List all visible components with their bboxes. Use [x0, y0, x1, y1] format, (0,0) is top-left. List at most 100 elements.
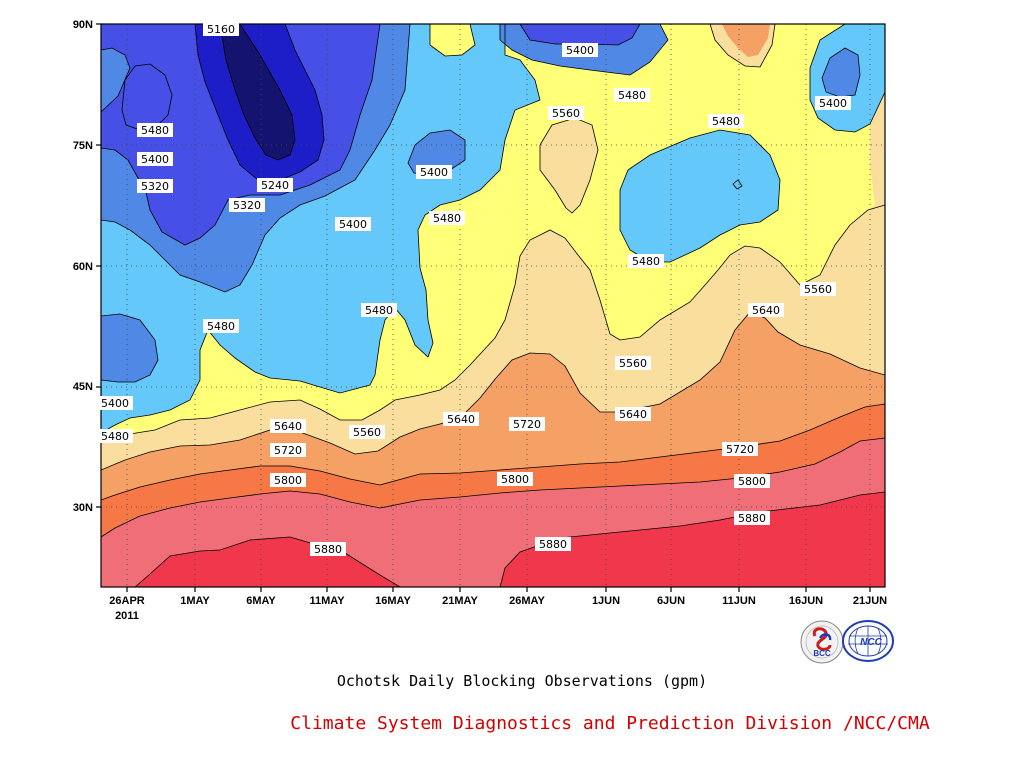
x-tick-label: 26APR — [109, 595, 145, 607]
axis-ticks — [96, 23, 871, 592]
contour-label-box — [270, 473, 306, 487]
contour-label-box — [203, 319, 239, 333]
x-tick-label: 6JUN — [657, 595, 685, 607]
contour-label: 5720 — [270, 443, 306, 457]
contour-label-text: 5240 — [261, 179, 289, 192]
contour-label: 5480 — [203, 319, 239, 333]
contour-label-box — [535, 537, 571, 551]
contour-label-text: 5400 — [566, 44, 594, 57]
y-tick-label: 60N — [73, 261, 93, 273]
contour-label-box — [97, 396, 133, 410]
x-tick-label: 16JUN — [789, 595, 823, 607]
bcc-logo: BCC — [800, 620, 844, 664]
chart-credit: Climate System Diagnostics and Predictio… — [290, 713, 930, 734]
contour-line-small-loop — [732, 179, 743, 190]
contour-label: 5480 — [708, 114, 744, 128]
contour-label-box — [137, 123, 173, 137]
contour-label: 5320 — [137, 179, 173, 193]
contour-label-box — [815, 96, 851, 110]
contour-line-5800 — [101, 437, 885, 538]
contour-line-5480-island-b — [121, 63, 173, 131]
contour-label-box — [509, 417, 545, 431]
contour-label: 5640 — [270, 419, 306, 433]
contour-label-text: 5400 — [101, 397, 129, 410]
contour-label: 5480 — [97, 429, 133, 443]
contour-label-text: 5560 — [552, 107, 580, 120]
contour-label-text: 5720 — [726, 443, 754, 456]
contour-label-text: 5320 — [141, 180, 169, 193]
contour-label-text: 5400 — [420, 166, 448, 179]
contour-label-box — [734, 474, 770, 488]
contour-label-box — [734, 511, 770, 525]
contour-label-box — [137, 179, 173, 193]
contour-label-box — [615, 356, 651, 370]
contour-label-box — [615, 407, 651, 421]
contour-label-text: 5320 — [233, 199, 261, 212]
fill-5640-island-north — [722, 24, 770, 57]
contour-label-box — [614, 88, 650, 102]
ncc-logo: NCC — [842, 620, 894, 662]
contour-label: 5640 — [748, 303, 784, 317]
contour-label-box — [416, 165, 452, 179]
contour-line-5400 — [101, 24, 411, 293]
contour-line-5320 — [101, 24, 381, 246]
contour-label: 5480 — [628, 254, 664, 268]
contour-label: 5400 — [416, 165, 452, 179]
contour-label-box — [497, 472, 533, 486]
y-tick-label: 75N — [73, 140, 93, 152]
contour-label-box — [137, 152, 173, 166]
contour-label-box — [335, 217, 371, 231]
x-year-label: 2011 — [115, 610, 139, 622]
contour-label-box — [748, 303, 784, 317]
contour-label: 5880 — [310, 542, 346, 556]
contour-label-box — [97, 429, 133, 443]
contour-label-box — [443, 412, 479, 426]
x-tick-label: 26MAY — [509, 595, 545, 607]
contour-label-text: 5880 — [738, 512, 766, 525]
contour-line-5400-north — [499, 24, 669, 76]
contour-label-text: 5400 — [339, 218, 367, 231]
contour-label-text: 5560 — [804, 283, 832, 296]
contour-label-text: 5640 — [752, 304, 780, 317]
contour-label-box — [270, 419, 306, 433]
contour-label-text: 5480 — [433, 212, 461, 225]
contour-label: 5160 — [203, 22, 239, 36]
contour-label: 5400 — [97, 396, 133, 410]
contour-label-text: 5480 — [712, 115, 740, 128]
y-tick-label: 30N — [73, 502, 93, 514]
contour-label: 5800 — [270, 473, 306, 487]
contour-label-text: 5480 — [618, 89, 646, 102]
contour-label-text: 5720 — [274, 444, 302, 457]
contour-label: 5400 — [335, 217, 371, 231]
x-tick-label: 21JUN — [853, 595, 887, 607]
contour-label: 5480 — [429, 211, 465, 225]
contour-line-5720 — [101, 403, 885, 501]
contour-label-text: 5560 — [619, 357, 647, 370]
contour-label-box — [722, 442, 758, 456]
contour-label: 5880 — [734, 511, 770, 525]
contour-label-text: 5480 — [207, 320, 235, 333]
contour-label: 5400 — [562, 43, 598, 57]
contour-label-box — [349, 425, 385, 439]
contour-label: 5880 — [535, 537, 571, 551]
contour-label: 5720 — [509, 417, 545, 431]
contour-label: 5560 — [349, 425, 385, 439]
contour-label-text: 5880 — [539, 538, 567, 551]
ncc-logo-text: NCC — [860, 637, 882, 648]
y-tick-label: 90N — [73, 19, 93, 31]
contour-line-5560 — [101, 204, 885, 443]
contour-label-box — [548, 106, 584, 120]
contour-label-box — [429, 211, 465, 225]
contour-label: 5480 — [361, 303, 397, 317]
contour-line-5560-island-a — [709, 24, 776, 68]
contour-label: 5400 — [815, 96, 851, 110]
contour-label: 5640 — [615, 407, 651, 421]
contour-label: 5400 — [137, 152, 173, 166]
contour-label-box — [310, 542, 346, 556]
contour-label-text: 5480 — [141, 124, 169, 137]
contour-fills — [101, 24, 885, 587]
contour-label-text: 5480 — [365, 304, 393, 317]
contour-label-text: 5800 — [274, 474, 302, 487]
